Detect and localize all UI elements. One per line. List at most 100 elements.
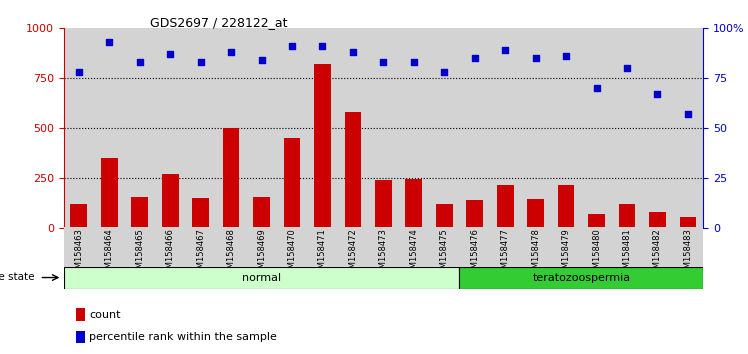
- Point: [134, 59, 146, 65]
- Bar: [101, 158, 117, 228]
- Bar: [246, 28, 277, 228]
- Text: GSM158478: GSM158478: [531, 229, 540, 279]
- Bar: [405, 179, 422, 228]
- Bar: [649, 212, 666, 228]
- Point: [652, 91, 663, 97]
- Bar: [490, 227, 521, 267]
- Bar: [192, 198, 209, 228]
- Text: percentile rank within the sample: percentile rank within the sample: [89, 332, 277, 342]
- Text: GSM158472: GSM158472: [349, 229, 358, 279]
- Text: GSM158483: GSM158483: [684, 229, 693, 279]
- Bar: [490, 28, 521, 228]
- Text: GSM158463: GSM158463: [74, 229, 83, 279]
- Text: GDS2697 / 228122_at: GDS2697 / 228122_at: [150, 16, 287, 29]
- Point: [377, 59, 389, 65]
- Text: GSM158482: GSM158482: [653, 229, 662, 279]
- Text: GSM158470: GSM158470: [287, 229, 296, 279]
- Point: [438, 69, 450, 75]
- Bar: [277, 28, 307, 228]
- Text: GSM158471: GSM158471: [318, 229, 327, 279]
- Bar: [64, 227, 94, 267]
- Text: disease state: disease state: [0, 272, 35, 282]
- Bar: [223, 129, 239, 228]
- Text: GSM158473: GSM158473: [378, 229, 388, 279]
- Point: [316, 44, 328, 49]
- Text: GSM158464: GSM158464: [105, 229, 114, 279]
- Bar: [132, 197, 148, 228]
- Bar: [436, 204, 453, 228]
- Bar: [459, 267, 703, 289]
- Text: GSM158480: GSM158480: [592, 229, 601, 279]
- Bar: [558, 185, 574, 228]
- Point: [560, 53, 572, 59]
- Bar: [307, 28, 337, 228]
- Bar: [277, 227, 307, 267]
- Bar: [399, 227, 429, 267]
- Bar: [64, 28, 94, 228]
- Text: GSM158476: GSM158476: [470, 229, 479, 279]
- Text: GSM158481: GSM158481: [622, 229, 631, 279]
- Bar: [64, 267, 459, 289]
- Text: GSM158466: GSM158466: [165, 229, 175, 279]
- Bar: [527, 199, 544, 228]
- Bar: [672, 227, 703, 267]
- Bar: [551, 227, 581, 267]
- Bar: [162, 174, 179, 228]
- Bar: [679, 217, 696, 228]
- Bar: [186, 227, 216, 267]
- Point: [499, 47, 511, 53]
- Bar: [124, 227, 155, 267]
- Bar: [216, 28, 246, 228]
- Bar: [581, 227, 612, 267]
- Text: GSM158479: GSM158479: [562, 229, 571, 279]
- Bar: [155, 28, 186, 228]
- Bar: [643, 227, 672, 267]
- Bar: [643, 28, 672, 228]
- Point: [256, 57, 268, 63]
- Bar: [497, 185, 514, 228]
- Point: [225, 50, 237, 55]
- Bar: [155, 227, 186, 267]
- Bar: [429, 227, 459, 267]
- Text: GSM158468: GSM158468: [227, 229, 236, 279]
- Point: [469, 56, 481, 61]
- Bar: [429, 28, 459, 228]
- Point: [530, 56, 542, 61]
- Bar: [307, 227, 337, 267]
- Bar: [337, 28, 368, 228]
- Bar: [459, 227, 490, 267]
- Bar: [459, 28, 490, 228]
- Bar: [216, 227, 246, 267]
- Bar: [612, 28, 643, 228]
- Bar: [588, 214, 605, 228]
- Point: [164, 51, 176, 57]
- Point: [408, 59, 420, 65]
- Text: normal: normal: [242, 273, 281, 282]
- Bar: [314, 64, 331, 228]
- Text: GSM158477: GSM158477: [500, 229, 509, 279]
- Bar: [76, 331, 85, 343]
- Point: [621, 65, 633, 71]
- Bar: [283, 138, 301, 228]
- Text: GSM158475: GSM158475: [440, 229, 449, 279]
- Bar: [337, 227, 368, 267]
- Text: GSM158469: GSM158469: [257, 229, 266, 279]
- Point: [73, 69, 85, 75]
- Bar: [345, 112, 361, 228]
- Bar: [619, 204, 635, 228]
- Point: [590, 86, 602, 91]
- Bar: [612, 227, 643, 267]
- Bar: [368, 227, 399, 267]
- Bar: [581, 28, 612, 228]
- Bar: [466, 200, 483, 228]
- Point: [347, 50, 359, 55]
- Bar: [521, 227, 551, 267]
- Bar: [399, 28, 429, 228]
- Point: [286, 44, 298, 49]
- Bar: [186, 28, 216, 228]
- Bar: [94, 28, 124, 228]
- Bar: [76, 308, 85, 321]
- Bar: [124, 28, 155, 228]
- Bar: [521, 28, 551, 228]
- Point: [103, 40, 115, 45]
